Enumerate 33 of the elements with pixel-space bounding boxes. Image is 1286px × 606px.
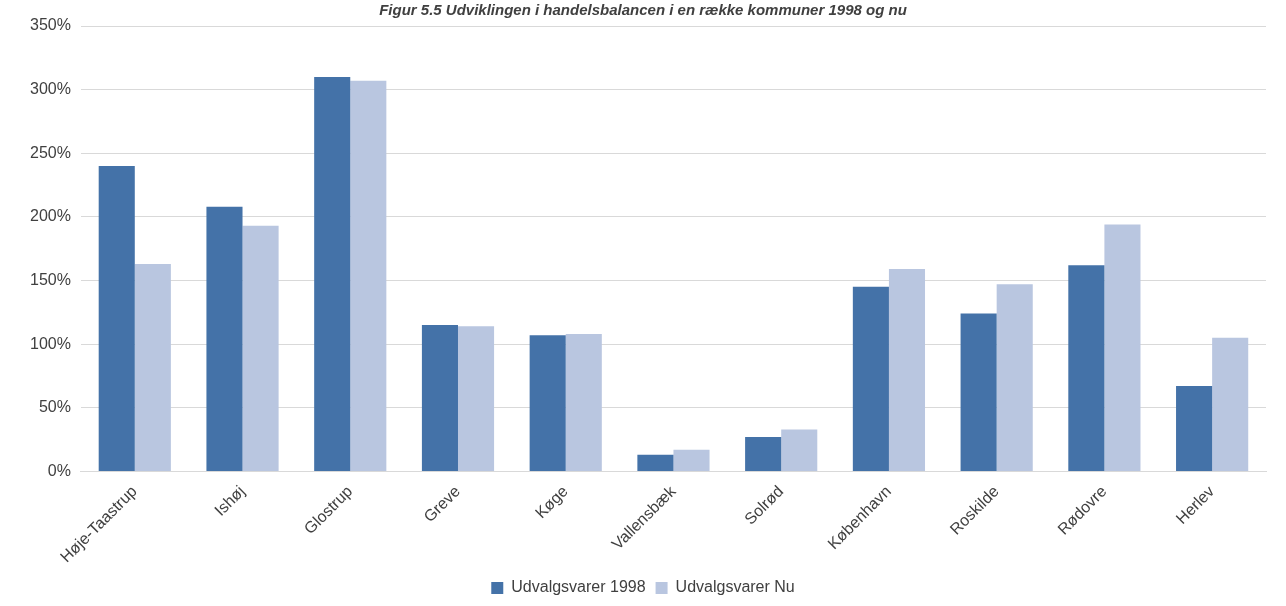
bar — [565, 333, 602, 471]
legend-label: Udvalgsvarer Nu — [675, 578, 795, 596]
y-tick-label: 250% — [30, 143, 71, 161]
y-tick-label: 200% — [30, 207, 71, 225]
bar — [1176, 386, 1213, 471]
bar — [745, 437, 782, 471]
bar — [1104, 224, 1141, 471]
bar — [637, 454, 674, 471]
bar — [242, 225, 279, 471]
bar — [673, 449, 710, 471]
bar — [996, 284, 1033, 471]
bar — [314, 76, 351, 471]
bar — [529, 335, 566, 471]
bar — [781, 429, 818, 471]
bar — [206, 206, 243, 471]
bar — [421, 325, 458, 471]
y-tick-label: 300% — [30, 80, 71, 98]
bar — [888, 269, 926, 471]
y-tick-label: 150% — [30, 270, 71, 288]
bar — [1212, 337, 1249, 471]
bar — [960, 313, 997, 471]
y-tick-label: 350% — [30, 16, 71, 34]
y-tick-label: 100% — [30, 334, 71, 352]
bar — [852, 286, 889, 471]
bar — [457, 326, 495, 471]
bar — [98, 165, 135, 471]
y-tick-label: 0% — [47, 461, 71, 479]
y-tick-label: 50% — [38, 398, 71, 416]
bar — [1068, 265, 1105, 471]
bar — [134, 263, 171, 471]
bar — [350, 80, 387, 471]
chart-title: Figur 5.5 Udviklingen i handelsbalancen i en række kommuner 1998 og nu — [379, 1, 907, 19]
legend-label: Udvalgsvarer 1998 — [511, 578, 646, 596]
